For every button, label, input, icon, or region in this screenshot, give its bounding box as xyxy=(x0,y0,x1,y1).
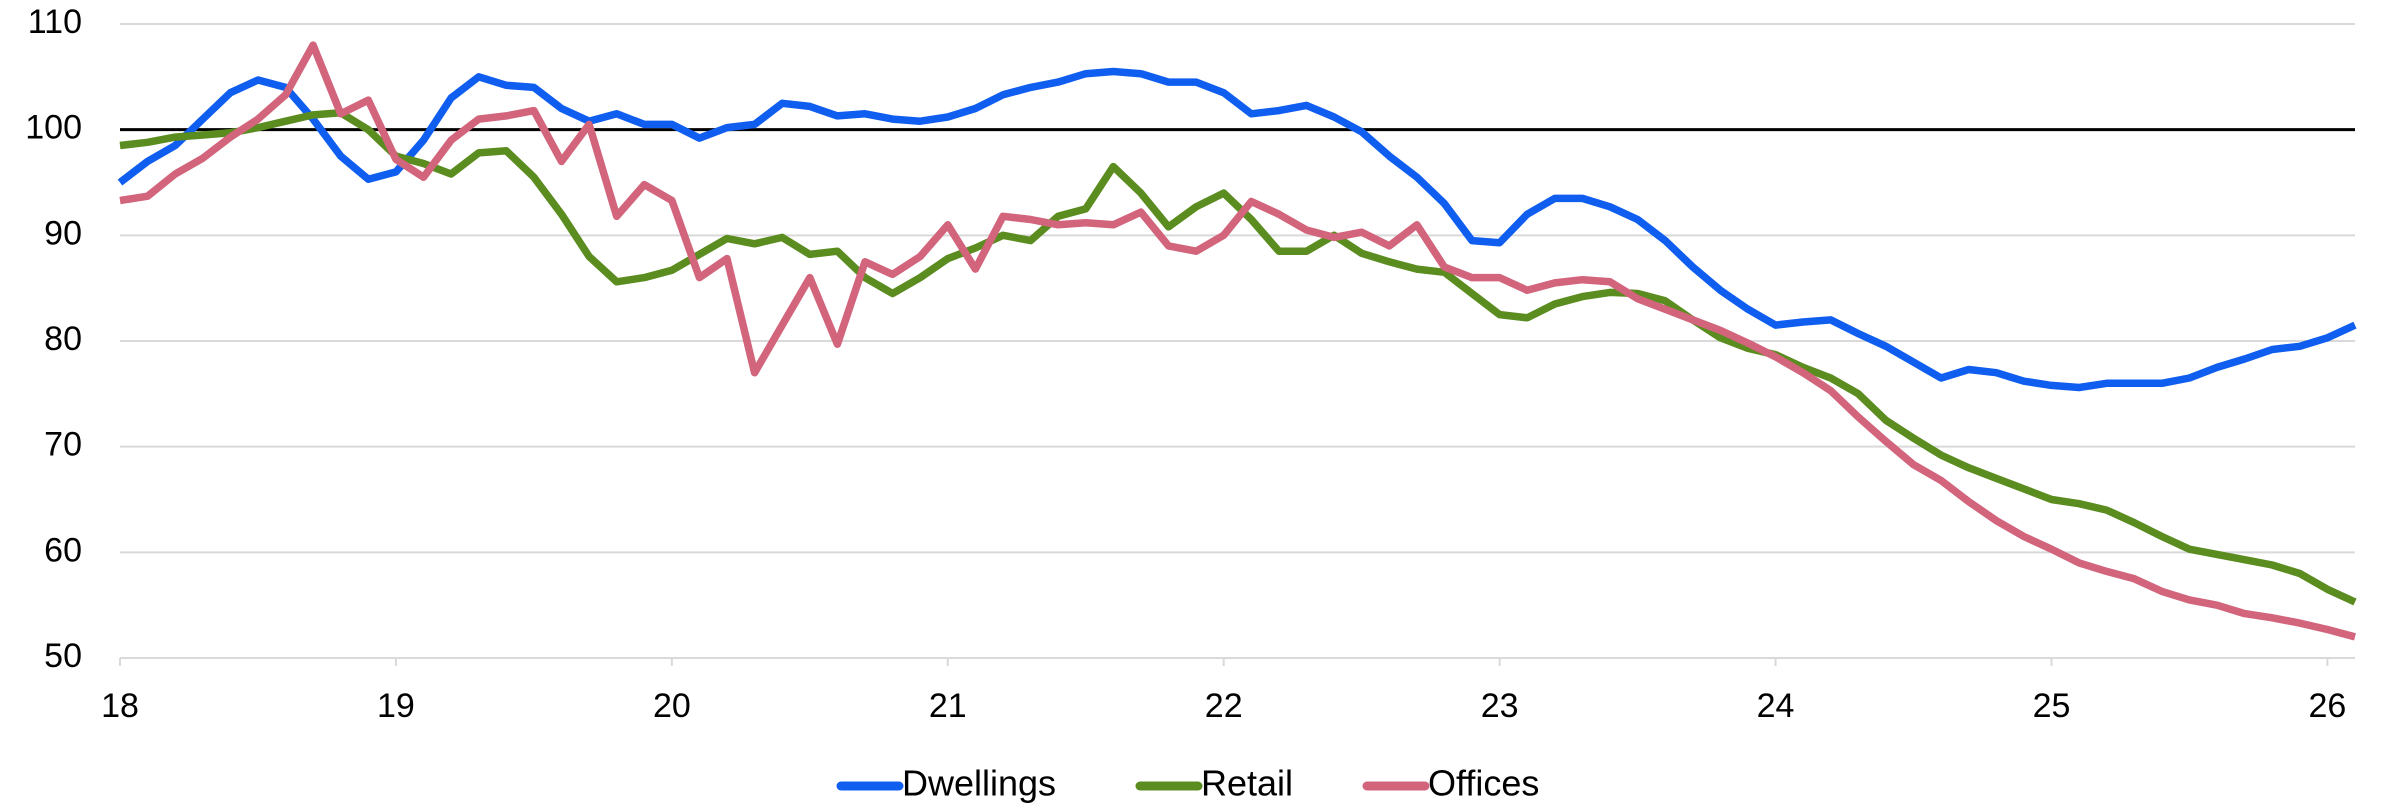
x-tick-label: 21 xyxy=(929,687,967,725)
y-tick-label: 110 xyxy=(28,3,82,41)
x-tick-label: 24 xyxy=(1757,687,1795,725)
legend-label: Offices xyxy=(1428,763,1539,804)
x-tick-label: 23 xyxy=(1481,687,1519,725)
x-tick-label: 19 xyxy=(377,687,415,725)
y-tick-label: 90 xyxy=(44,214,82,252)
y-tick-label: 100 xyxy=(25,109,82,147)
y-tick-label: 60 xyxy=(44,531,82,569)
x-tick-label: 18 xyxy=(101,687,139,725)
y-tick-label: 50 xyxy=(44,637,82,675)
legend-label: Retail xyxy=(1201,763,1293,804)
y-tick-label: 80 xyxy=(44,320,82,358)
series-line xyxy=(119,109,2357,606)
x-tick-label: 26 xyxy=(2308,687,2346,725)
y-tick-label: 70 xyxy=(44,426,82,464)
legend-label: Dwellings xyxy=(902,763,1056,804)
x-tick-label: 22 xyxy=(1205,687,1243,725)
x-tick-label: 25 xyxy=(2033,687,2071,725)
series-line xyxy=(119,41,2356,641)
series-line xyxy=(117,67,2357,392)
x-tick-label: 20 xyxy=(653,687,691,725)
